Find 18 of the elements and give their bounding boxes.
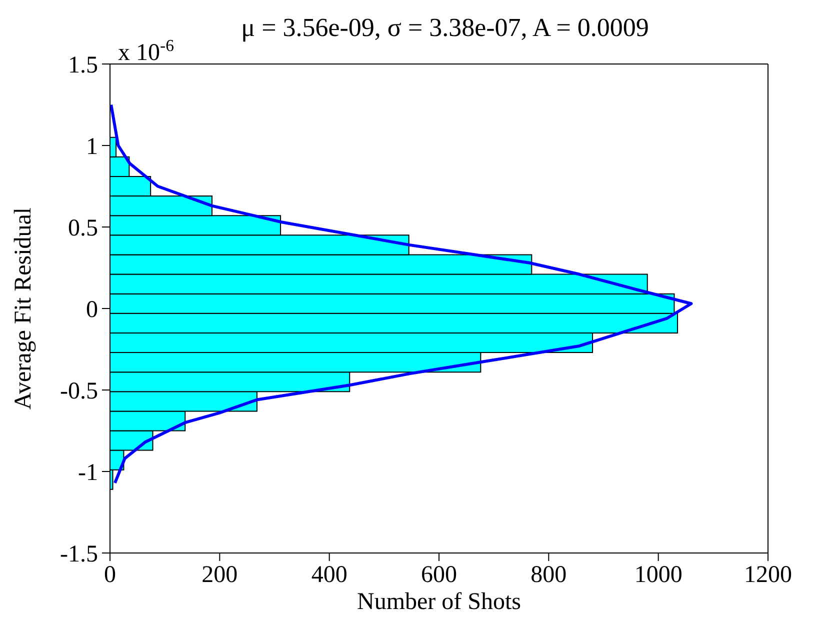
y-tick-label: -1 bbox=[78, 460, 98, 486]
x-tick-label: 400 bbox=[311, 562, 348, 588]
y-tick-label: 1.5 bbox=[68, 52, 98, 79]
y-tick-label: 1 bbox=[86, 134, 98, 160]
y-tick-label: 0.5 bbox=[68, 216, 98, 242]
y-axis-title: Average Fit Residual bbox=[10, 207, 37, 410]
y-tick-label: -0.5 bbox=[60, 378, 98, 405]
x-axis-title: Number of Shots bbox=[357, 589, 521, 615]
x-tick-label: 600 bbox=[421, 562, 457, 588]
x-tick-label: 1200 bbox=[744, 562, 792, 588]
chart-title: μ = 3.56e-09, σ = 3.38e-07, A = 0.0009 bbox=[241, 13, 649, 42]
y-tick-label: -1.5 bbox=[60, 542, 98, 568]
x-tick-label: 800 bbox=[530, 562, 567, 588]
y-tick-label: 0 bbox=[86, 297, 98, 324]
x-tick-label: 1000 bbox=[634, 562, 682, 588]
annotation: x 10$^{-6}$ bbox=[118, 36, 174, 66]
x-tick-label: 200 bbox=[202, 562, 238, 588]
x-tick-label: 0 bbox=[104, 562, 116, 588]
